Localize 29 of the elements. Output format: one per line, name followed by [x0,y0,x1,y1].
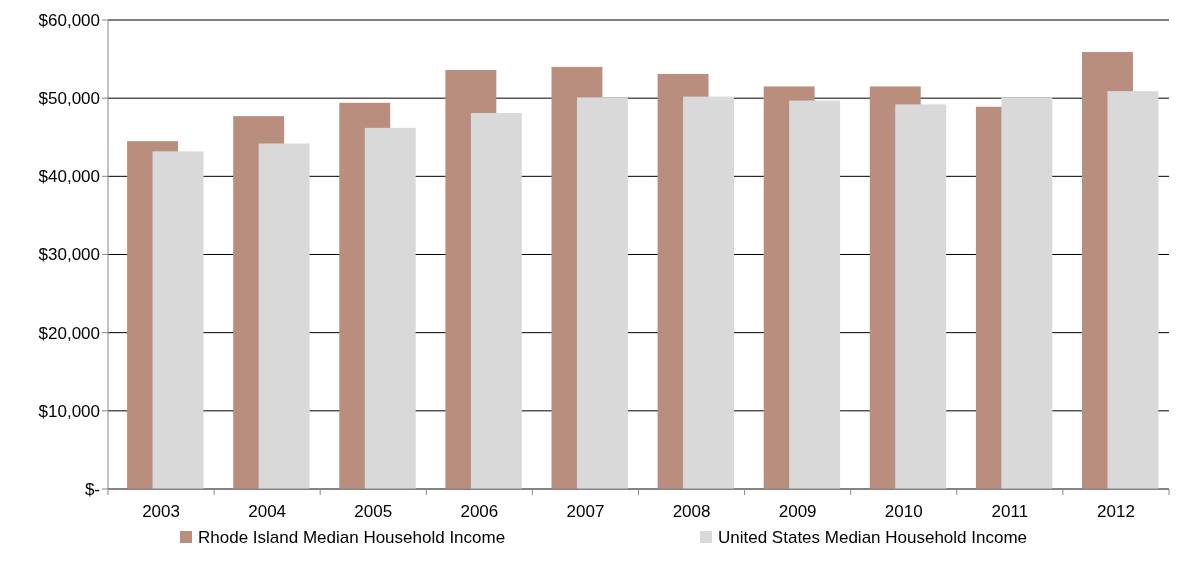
bar [1001,97,1053,489]
bar [152,151,204,489]
bar [470,113,522,489]
x-tick-label: 2009 [778,502,817,521]
y-tick-label: $40,000 [38,167,100,187]
x-tick-label: 2008 [672,502,711,521]
y-tick-label: $60,000 [38,10,100,30]
x-tick-label: 2004 [248,502,287,521]
legend-label: United States Median Household Income [718,527,1028,547]
x-tick-label: 2010 [884,502,923,521]
x-tick-label: 2007 [566,502,605,521]
bar [895,104,947,489]
bar [683,96,734,489]
x-tick-label: 2005 [354,502,393,521]
y-tick-label: $10,000 [38,401,100,421]
x-tick-label: 2006 [460,502,499,521]
x-tick-label: 2011 [991,502,1029,521]
bar [1107,91,1159,489]
x-tick-label: 2012 [1097,502,1135,521]
x-tick-label: 2003 [142,502,180,521]
bar [576,97,628,489]
bar [258,143,310,489]
bar [364,127,416,489]
bar [789,100,841,489]
y-tick-label: $- [84,479,100,499]
y-tick-label: $50,000 [38,89,100,109]
y-tick-label: $20,000 [38,323,100,343]
y-tick-label: $30,000 [38,245,100,265]
legend-label: Rhode Island Median Household Income [198,527,506,547]
